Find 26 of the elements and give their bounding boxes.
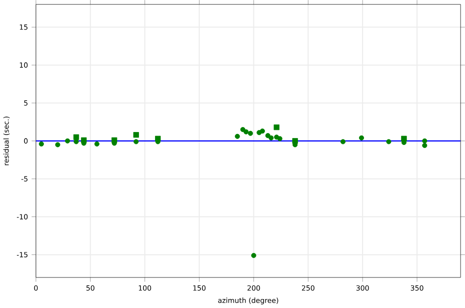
- point: [94, 142, 100, 147]
- point: [64, 138, 70, 144]
- point: [251, 253, 256, 258]
- point: [38, 142, 44, 147]
- point: [155, 136, 161, 142]
- point: [422, 143, 428, 148]
- point: [55, 142, 60, 148]
- point: [248, 130, 253, 136]
- point: [234, 134, 240, 140]
- point: [244, 129, 249, 134]
- point: [133, 132, 139, 138]
- point: [274, 124, 280, 130]
- point: [277, 136, 282, 142]
- point: [401, 136, 407, 142]
- point: [386, 139, 392, 144]
- point: [112, 137, 118, 144]
- point: [73, 134, 80, 140]
- point: [74, 139, 79, 144]
- point: [260, 128, 265, 134]
- point: [340, 139, 346, 144]
- point: [134, 139, 139, 144]
- point: [292, 138, 298, 144]
- point: [268, 136, 274, 141]
- point: [422, 138, 428, 144]
- point: [358, 136, 364, 141]
- point: [81, 137, 87, 144]
